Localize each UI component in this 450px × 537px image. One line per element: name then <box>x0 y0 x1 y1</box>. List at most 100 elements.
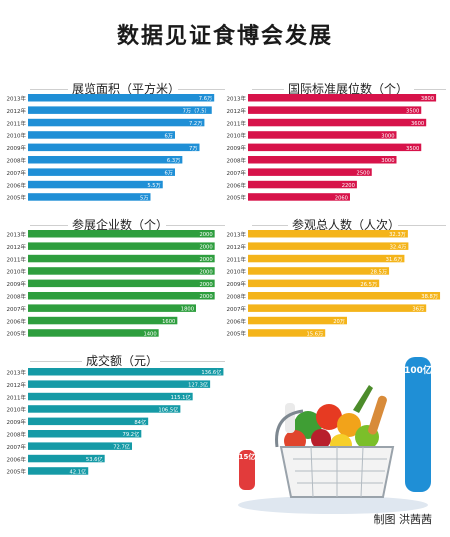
tick-label: 2012年 <box>227 243 247 251</box>
bar <box>248 242 409 250</box>
grocery-basket-illustration: 15亿 100亿 <box>238 357 432 514</box>
tick-label: 2007年 <box>7 443 27 451</box>
bar <box>28 267 215 275</box>
tick-label: 2013年 <box>7 369 27 377</box>
bar <box>28 467 89 475</box>
tick-label: 2011年 <box>227 119 247 127</box>
data-label: 28.5万 <box>370 268 387 275</box>
tick-label: 2009年 <box>7 418 27 426</box>
tick-label: 2008年 <box>7 293 27 301</box>
basket-shadow <box>238 496 428 514</box>
data-label: 7.2万 <box>189 120 202 127</box>
growth-bar-small-label: 15亿 <box>239 452 256 461</box>
tick-label: 2005年 <box>7 330 27 338</box>
title-rule <box>30 89 68 90</box>
data-label: 2000 <box>199 282 212 288</box>
data-label: 42.1亿 <box>69 467 86 475</box>
bar <box>28 304 196 312</box>
bar <box>28 168 175 176</box>
bar <box>28 279 215 288</box>
bar <box>248 292 441 300</box>
data-label: 15.6万 <box>306 330 323 337</box>
tick-label: 2005年 <box>227 330 247 338</box>
data-label: 6万 <box>165 132 174 139</box>
bar <box>28 118 205 127</box>
tick-label: 2013年 <box>7 95 27 103</box>
data-label: 31.6万 <box>386 256 403 263</box>
data-label: 20万 <box>333 318 345 325</box>
bar <box>248 279 380 288</box>
bar <box>248 131 397 139</box>
bar <box>28 242 215 250</box>
credit-text: 制图 洪茜茜 <box>373 513 433 526</box>
bar <box>28 193 151 201</box>
chart-title-visitors: 参观总人数（人次） <box>292 218 401 232</box>
data-label: 127.3亿 <box>188 381 208 389</box>
chart-title-exhibitors: 参展企业数（个） <box>72 218 169 232</box>
tick-label: 2006年 <box>7 317 27 325</box>
data-label: 1800 <box>181 307 194 313</box>
title-rule <box>178 89 225 90</box>
bar <box>28 392 193 401</box>
tick-label: 2007年 <box>227 169 247 177</box>
data-label: 3000 <box>381 158 394 164</box>
bar <box>248 156 397 164</box>
bar <box>248 254 405 263</box>
tick-label: 2006年 <box>7 181 27 189</box>
title-rule <box>252 225 288 226</box>
bar <box>28 156 183 164</box>
tick-label: 2007年 <box>7 305 27 313</box>
bar <box>28 316 178 325</box>
growth-bar-large-label: 100亿 <box>404 364 432 376</box>
chart-title-booths: 国际标准展位数（个） <box>288 82 409 96</box>
bar <box>28 417 149 426</box>
tick-label: 2011年 <box>227 255 247 263</box>
tick-label: 2010年 <box>7 132 27 140</box>
bar <box>28 329 159 337</box>
bar <box>28 106 212 114</box>
tick-label: 2005年 <box>7 194 27 202</box>
bar <box>28 454 105 463</box>
tick-label: 2012年 <box>7 381 27 389</box>
bar <box>28 143 200 152</box>
bar <box>28 292 215 300</box>
chart-booths: 2013年 3800 2012年 3500 2011年 3600 2010年 3000 2009… <box>227 94 437 202</box>
tick-label: 2007年 <box>7 169 27 177</box>
tick-label: 2006年 <box>227 181 247 189</box>
bar <box>248 193 350 201</box>
bar <box>28 180 163 189</box>
data-label: 53.6亿 <box>86 455 103 463</box>
data-label: 2000 <box>199 245 212 251</box>
data-label: 7万（7.5） <box>183 108 210 115</box>
data-label: 36万 <box>412 306 424 313</box>
title-rule <box>398 225 446 226</box>
bar <box>248 106 422 114</box>
data-label: 2500 <box>357 171 370 177</box>
tick-label: 2008年 <box>7 157 27 165</box>
bar <box>248 329 326 337</box>
bar <box>28 430 142 438</box>
tick-label: 2006年 <box>7 455 27 463</box>
title-rule <box>252 89 284 90</box>
data-label: 38.8万 <box>421 293 438 300</box>
tick-label: 2009年 <box>7 280 27 288</box>
tick-label: 2010年 <box>227 132 247 140</box>
data-label: 2000 <box>199 232 212 238</box>
data-label: 5万 <box>140 194 149 201</box>
tick-label: 2010年 <box>7 268 27 276</box>
bar <box>248 316 347 325</box>
bar <box>28 230 215 238</box>
bar <box>28 368 224 376</box>
data-label: 1400 <box>143 331 156 337</box>
bar <box>248 168 372 176</box>
data-label: 1600 <box>162 319 175 325</box>
data-label: 6.3万 <box>167 157 180 164</box>
title-rule <box>166 225 225 226</box>
tick-label: 2009年 <box>227 280 247 288</box>
chart-visitors: 2013年 32.3万 2012年 32.4万 2011年 31.6万 2010年 28.5万… <box>227 230 441 338</box>
bar <box>28 131 175 139</box>
data-label: 2200 <box>342 183 355 189</box>
data-label: 2000 <box>199 294 212 300</box>
chart-title-exhibition-area: 展览面积（平方米） <box>72 82 181 96</box>
page-title: 数据见证食博会发展 <box>116 24 333 49</box>
